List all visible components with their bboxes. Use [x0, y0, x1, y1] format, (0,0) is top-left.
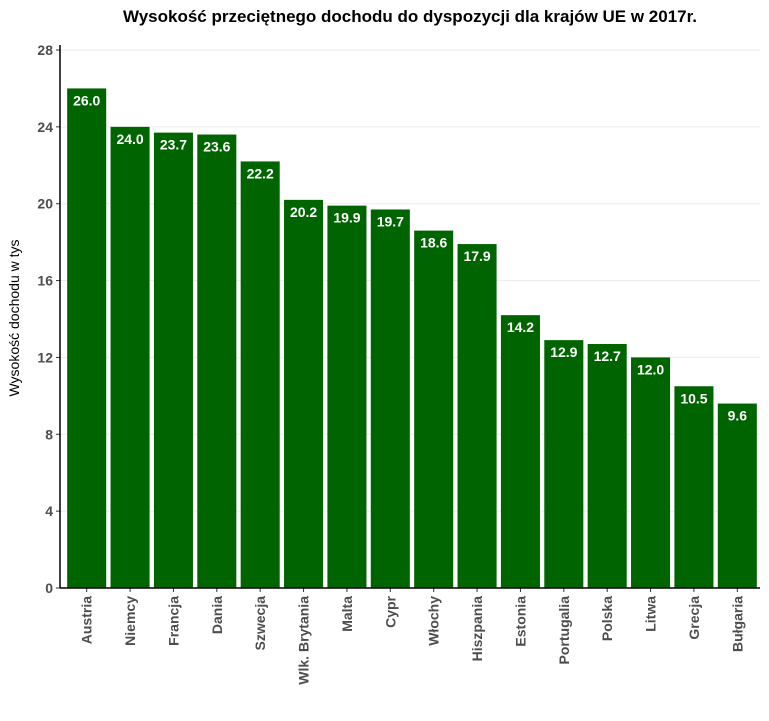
bar: [240, 161, 280, 588]
x-tick-label: Polska: [599, 596, 615, 641]
bar-value-label: 18.6: [420, 235, 447, 251]
x-tick-label: Dania: [209, 596, 225, 634]
bar: [587, 343, 627, 588]
bar-value-label: 12.0: [637, 361, 664, 377]
x-tick-label: Włochy: [426, 596, 442, 646]
y-tick-label: 24: [37, 119, 53, 135]
bar: [717, 403, 757, 588]
bar: [110, 126, 150, 588]
chart-title: Wysokość przeciętnego dochodu do dyspozy…: [123, 7, 697, 26]
x-tick-label: Francja: [165, 596, 181, 646]
bar-value-label: 19.7: [377, 213, 404, 229]
bar: [153, 132, 193, 588]
bar-value-label: 23.7: [160, 137, 187, 153]
x-tick-label: Portugalia: [556, 596, 572, 665]
x-tick-label: Szwecja: [252, 596, 268, 651]
x-tick-label: Austria: [79, 596, 95, 644]
bar: [414, 230, 454, 588]
bar: [544, 340, 584, 588]
y-tick-label: 20: [37, 196, 53, 212]
bar: [197, 134, 237, 589]
y-tick-label: 28: [37, 42, 53, 58]
x-tick-label: Grecja: [686, 596, 702, 640]
x-tick-label: Bułgaria: [729, 596, 745, 652]
x-tick-label: Litwa: [643, 596, 659, 632]
bar-value-label: 9.6: [728, 408, 748, 424]
bar-value-label: 22.2: [247, 165, 274, 181]
x-tick-label: Wlk. Brytania: [296, 596, 312, 685]
bar-value-label: 23.6: [203, 139, 230, 155]
bar-value-label: 26.0: [73, 92, 100, 108]
bar-value-label: 10.5: [680, 390, 707, 406]
bar-value-label: 20.2: [290, 204, 317, 220]
y-tick-label: 12: [37, 349, 53, 365]
bar-value-label: 19.9: [333, 210, 360, 226]
x-tick-label: Estonia: [512, 596, 528, 647]
bar: [457, 244, 497, 589]
y-tick-label: 8: [45, 426, 53, 442]
bar: [674, 386, 714, 588]
bar-value-label: 14.2: [507, 319, 534, 335]
bars: 26.0 24.0 23.7 23.6 22.2 20.2 19.9 19.7 18.6 17.9…: [67, 88, 757, 589]
bar: [631, 357, 671, 588]
bar: [500, 315, 540, 588]
bar: [284, 199, 324, 588]
bar-value-label: 12.9: [550, 344, 577, 360]
x-tick-label: Cypr: [382, 595, 398, 627]
bar: [67, 88, 107, 588]
x-tick-label: Hiszpania: [469, 596, 485, 662]
x-tick-label: Malta: [339, 596, 355, 632]
bar-value-label: 17.9: [463, 248, 490, 264]
y-axis-label: Wysokość dochodu w tys: [6, 239, 22, 396]
bar: [370, 209, 410, 588]
y-axis-ticks: 0 4 8 12 16 20 24 28: [37, 42, 60, 596]
bar: [327, 205, 367, 588]
bar-value-label: 12.7: [594, 348, 621, 364]
y-tick-label: 16: [37, 273, 53, 289]
y-tick-label: 4: [45, 503, 53, 519]
y-tick-label: 0: [45, 580, 53, 596]
x-tick-label: Niemcy: [122, 596, 138, 646]
x-axis-ticks: Austria Niemcy Francja Dania Szwecja Wlk. Bry…: [79, 588, 745, 685]
bar-value-label: 24.0: [116, 131, 143, 147]
